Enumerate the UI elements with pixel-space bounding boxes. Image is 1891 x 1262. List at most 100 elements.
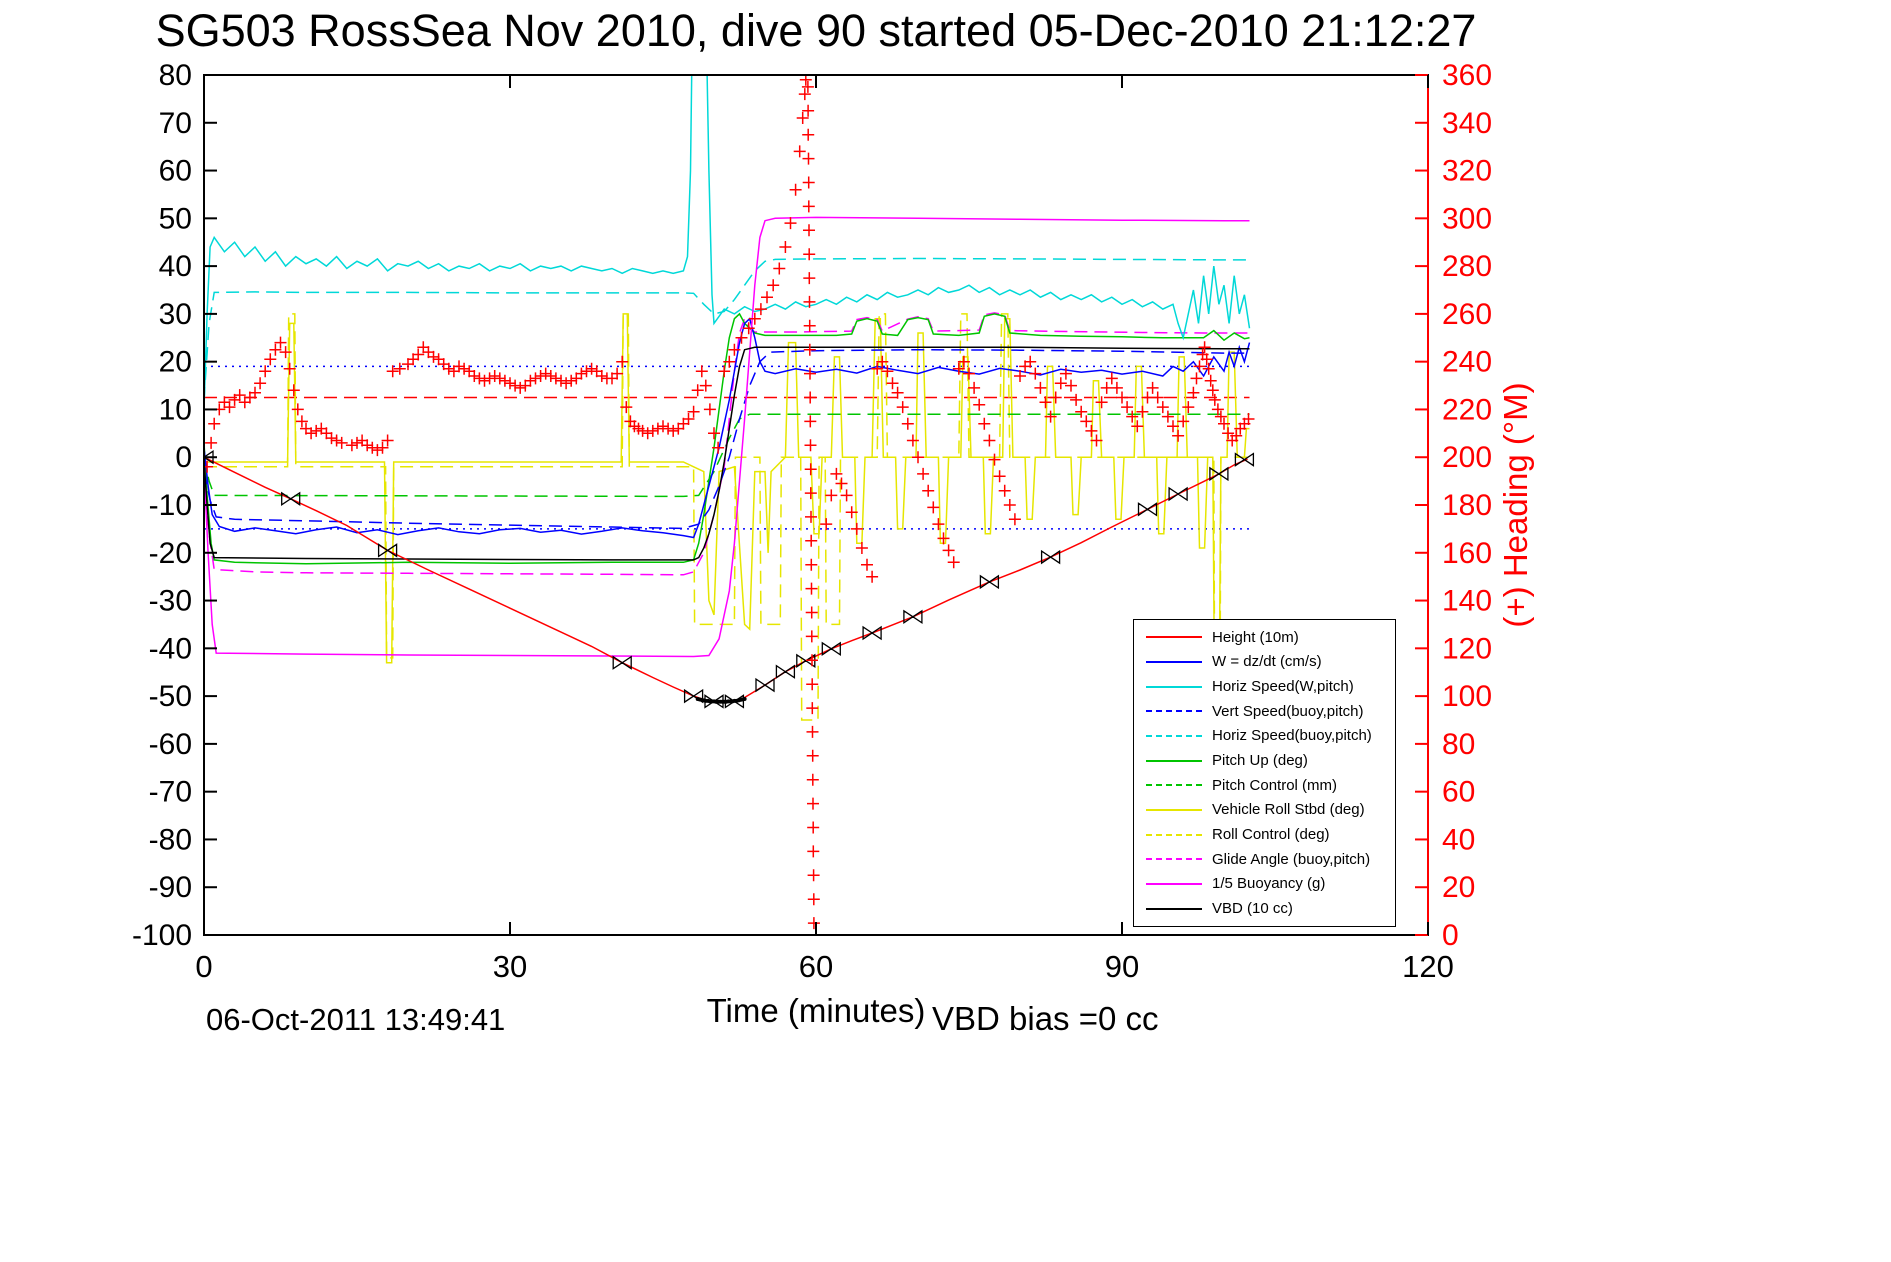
generated-timestamp: 06-Oct-2011 13:49:41 (206, 1002, 506, 1037)
left-tick-label: -90 (149, 871, 192, 904)
left-tick-label: 50 (159, 202, 192, 235)
x-tick-label: 60 (799, 949, 833, 984)
left-tick-label: -80 (149, 823, 192, 856)
series-pitch-up (204, 312, 1250, 565)
right-tick-label: 260 (1442, 298, 1492, 331)
series-pitch-control (204, 413, 1250, 498)
legend-row: Pitch Control (mm) (1134, 777, 1395, 794)
left-tick-label: -70 (149, 776, 192, 809)
legend-label: Pitch Control (mm) (1212, 776, 1338, 794)
legend-line-sample (1146, 808, 1202, 811)
right-tick-label: 220 (1442, 393, 1492, 426)
series-glide-angle (204, 312, 1250, 576)
legend-row: W = dz/dt (cm/s) (1134, 653, 1395, 670)
height-markers (204, 449, 1255, 709)
legend-label: Glide Angle (buoy,pitch) (1212, 850, 1371, 868)
left-tick-label: -100 (132, 919, 192, 952)
series-w-dzdt (204, 317, 1251, 539)
chart-title: SG503 RossSea Nov 2010, dive 90 started … (155, 5, 1477, 56)
legend-label: 1/5 Buoyancy (g) (1212, 875, 1326, 893)
legend-line-sample (1146, 759, 1202, 762)
legend-row: Glide Angle (buoy,pitch) (1134, 851, 1395, 868)
axes-frame: -100-90-80-70-60-50-40-30-20-10010203040… (132, 59, 1492, 984)
legend-line-sample (1146, 882, 1202, 885)
left-tick-label: 40 (159, 250, 192, 283)
legend-label: Vert Speed(buoy,pitch) (1212, 702, 1364, 720)
legend-row: VBD (10 cc) (1134, 900, 1395, 917)
right-tick-label: 360 (1442, 59, 1492, 92)
legend-label: Pitch Up (deg) (1212, 752, 1308, 770)
legend-label: Vehicle Roll Stbd (deg) (1212, 801, 1365, 819)
series-buoyancy (204, 216, 1250, 658)
x-tick-label: 0 (195, 949, 212, 984)
legend-row: Vehicle Roll Stbd (deg) (1134, 801, 1395, 818)
left-tick-label: 30 (159, 298, 192, 331)
right-tick-label: 340 (1442, 107, 1492, 140)
legend-label: W = dz/dt (cm/s) (1212, 653, 1322, 671)
legend-label: Horiz Speed(W,pitch) (1212, 678, 1354, 696)
series-vert-speed-buoy (204, 348, 1250, 530)
right-tick-label: 20 (1442, 871, 1475, 904)
legend-row: Pitch Up (deg) (1134, 752, 1395, 769)
legend-label: Height (10m) (1212, 628, 1299, 646)
left-tick-label: 70 (159, 107, 192, 140)
legend-label: VBD (10 cc) (1212, 900, 1293, 918)
legend-label: Roll Control (deg) (1212, 826, 1330, 844)
right-tick-label: 240 (1442, 346, 1492, 379)
series-vehicle-roll (204, 313, 1250, 731)
right-tick-label: 320 (1442, 155, 1492, 188)
legend-row: Height (10m) (1134, 629, 1395, 646)
left-tick-label: -20 (149, 537, 192, 570)
series-vbd (204, 346, 1250, 561)
legend-line-sample (1146, 858, 1202, 861)
legend-line-sample (1146, 833, 1202, 836)
right-tick-label: 280 (1442, 250, 1492, 283)
series-height (204, 449, 1255, 709)
series-horiz-speed-buoy (204, 257, 1250, 400)
vbd-bias-label: VBD bias =0 cc (932, 1000, 1159, 1037)
left-tick-label: 60 (159, 155, 192, 188)
right-tick-label: 160 (1442, 537, 1492, 570)
x-tick-label: 90 (1105, 949, 1139, 984)
left-tick-label: -40 (149, 632, 192, 665)
left-tick-label: -10 (149, 489, 192, 522)
left-tick-label: -60 (149, 728, 192, 761)
series-horiz-speed-w (204, 75, 1251, 410)
right-tick-label: 300 (1442, 202, 1492, 235)
left-tick-label: 0 (175, 441, 192, 474)
legend-line-sample (1146, 685, 1202, 688)
series-heading (204, 75, 1255, 930)
legend-row: 1/5 Buoyancy (g) (1134, 875, 1395, 892)
legend: Height (10m) W = dz/dt (cm/s) Horiz Speed(… (1133, 619, 1396, 927)
legend-line-sample (1146, 660, 1202, 663)
left-tick-label: -50 (149, 680, 192, 713)
left-tick-label: 20 (159, 346, 192, 379)
right-tick-label: 80 (1442, 728, 1475, 761)
legend-line-sample (1146, 907, 1202, 910)
plot-series-area (204, 75, 1255, 930)
left-tick-label: 10 (159, 393, 192, 426)
right-tick-label: 60 (1442, 776, 1475, 809)
right-tick-label: 100 (1442, 680, 1492, 713)
right-y-axis-label: (+) Heading (°M) (1497, 382, 1534, 628)
right-tick-label: 180 (1442, 489, 1492, 522)
left-tick-label: -30 (149, 585, 192, 618)
right-tick-label: 120 (1442, 632, 1492, 665)
series-apogee-dots (695, 697, 747, 704)
right-tick-label: 200 (1442, 441, 1492, 474)
right-tick-label: 140 (1442, 585, 1492, 618)
x-axis-label: Time (minutes) (706, 992, 926, 1029)
legend-line-sample (1146, 734, 1202, 737)
legend-label: Horiz Speed(buoy,pitch) (1212, 727, 1372, 745)
left-tick-label: 80 (159, 59, 192, 92)
x-tick-label: 30 (493, 949, 527, 984)
legend-line-sample (1146, 636, 1202, 639)
legend-line-sample (1146, 710, 1202, 713)
x-tick-label: 120 (1402, 949, 1454, 984)
right-tick-label: 40 (1442, 823, 1475, 856)
series-roll-control (204, 313, 1250, 731)
legend-line-sample (1146, 784, 1202, 787)
legend-row: Horiz Speed(buoy,pitch) (1134, 727, 1395, 744)
